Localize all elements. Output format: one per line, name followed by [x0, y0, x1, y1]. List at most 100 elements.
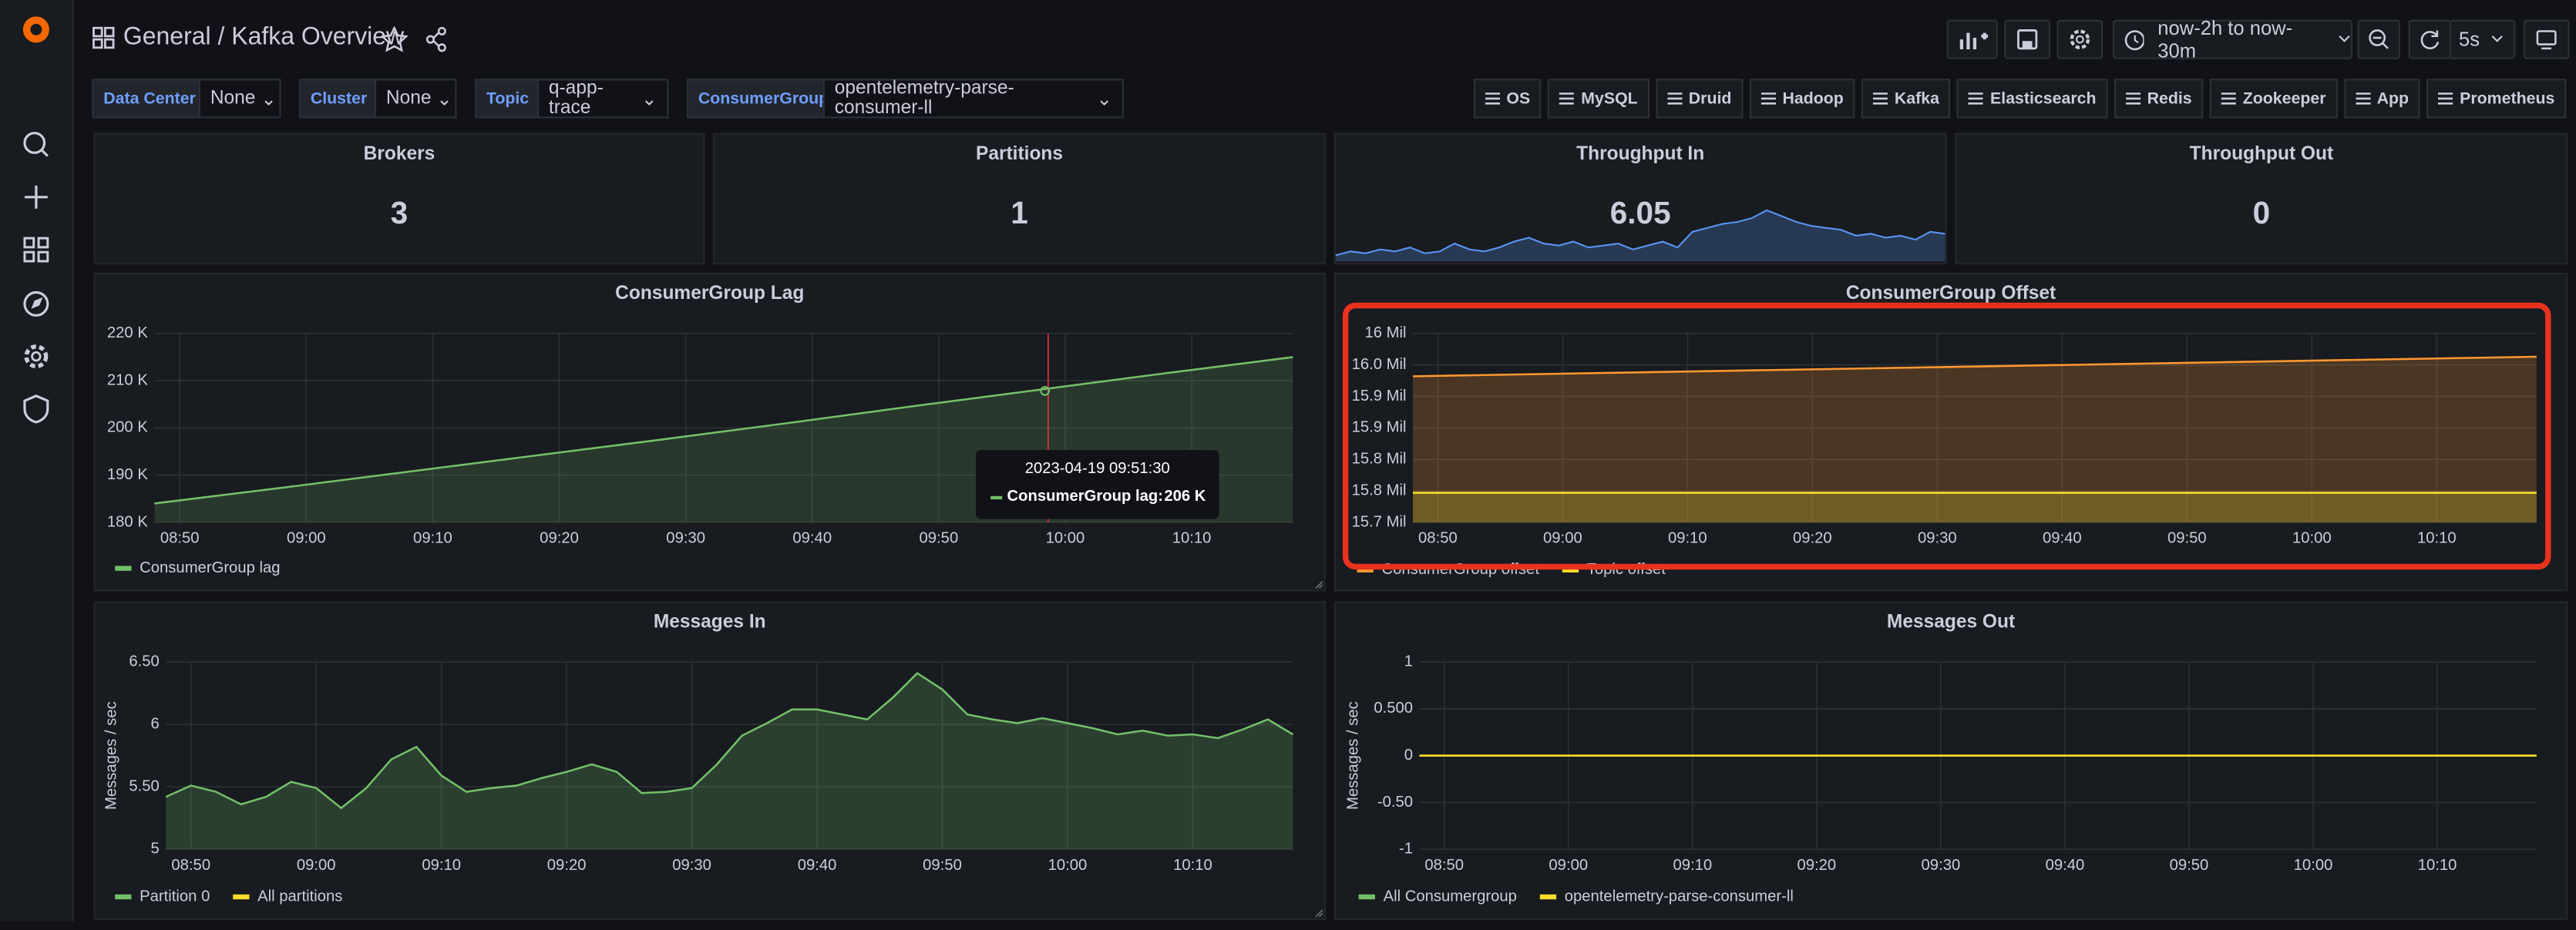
graph-panel: ConsumerGroup Lag	[93, 272, 1327, 592]
highlight-box	[1342, 302, 2551, 570]
link-text: Kafka	[1894, 89, 1939, 108]
x-tick-label: 09:50	[2167, 530, 2207, 547]
search-icon[interactable]	[23, 132, 46, 154]
stat-panel: Throughput In 6.05	[1333, 133, 1947, 265]
y-tick-label: 200 K	[107, 419, 148, 436]
refresh-interval[interactable]: 5s	[2449, 19, 2516, 59]
legend-label: All Consumergroup	[1384, 888, 1517, 905]
link-text: OS	[1506, 89, 1531, 108]
variable-value[interactable]: opentelemetry-parse-consumer-ll ⌄	[822, 79, 1124, 119]
series-line	[165, 672, 1294, 810]
dashboard-link[interactable]: App	[2343, 79, 2420, 119]
y-tick-label: 6.50	[129, 653, 159, 670]
dashboards-icon[interactable]	[23, 237, 49, 263]
stat-value: 1	[1011, 196, 1028, 232]
create-icon[interactable]	[24, 185, 48, 209]
stat-panel: Throughput Out 0	[1955, 133, 2568, 265]
x-tick-label: 09:10	[422, 857, 461, 874]
save-button[interactable]	[2004, 19, 2050, 59]
x-tick-label: 09:10	[413, 530, 452, 547]
y-tick-label: 210 K	[107, 371, 148, 388]
variable-value[interactable]: None ⌄	[374, 79, 457, 119]
panel-title: ConsumerGroup Offset	[1845, 284, 2056, 304]
hover-point	[1040, 385, 1050, 396]
tooltip-swatch	[990, 495, 1003, 499]
x-tick-label: 10:10	[1172, 530, 1212, 547]
y-axis-label: Messages / sec	[1345, 701, 1362, 810]
x-tick-label: 08:50	[1418, 530, 1458, 547]
add-panel-button[interactable]	[1946, 19, 1998, 59]
link-text: Elasticsearch	[1990, 89, 2097, 108]
series-line	[1412, 355, 2537, 378]
legend-label: ConsumerGroup lag	[140, 559, 280, 576]
y-tick-label: 0	[1404, 747, 1413, 764]
explore-icon[interactable]	[23, 290, 49, 317]
sidebar-icons	[22, 16, 49, 424]
y-tick-label: 16 Mil	[1364, 324, 1406, 341]
graph-panel: Messages In	[93, 601, 1327, 920]
settings-button[interactable]	[2056, 19, 2104, 59]
star-icon[interactable]	[381, 26, 409, 52]
variable-value[interactable]: None ⌄	[198, 79, 281, 119]
legend-swatch	[233, 894, 250, 900]
dashboard-link[interactable]: OS	[1473, 79, 1542, 119]
variable-value-text: q-app-trace	[548, 79, 604, 119]
dashboard-icon	[92, 26, 115, 49]
resize-handle	[1315, 581, 1323, 589]
tooltip-time: 2023-04-19 09:51:30	[1024, 459, 1170, 478]
variable-value[interactable]: q-app-trace ⌄	[536, 79, 669, 119]
x-tick-label: 08:50	[160, 530, 200, 547]
legend-swatch	[115, 894, 132, 900]
dashboard-link[interactable]: Prometheus	[2426, 79, 2567, 119]
link-text: Druid	[1688, 89, 1732, 108]
x-tick-label: 09:00	[1543, 530, 1582, 547]
folder-link[interactable]: General	[123, 22, 211, 52]
admin-icon[interactable]	[23, 394, 49, 424]
sparkline-area	[1335, 210, 1945, 261]
x-tick-label: 09:00	[1549, 857, 1588, 874]
x-tick-label: 10:10	[2418, 857, 2457, 874]
x-tick-label: 09:10	[1673, 857, 1712, 874]
stat-value: 6.05	[1609, 196, 1671, 232]
share-icon[interactable]	[425, 26, 446, 52]
x-tick-label: 09:40	[2046, 857, 2085, 874]
x-tick-label: 08:50	[171, 857, 210, 874]
x-tick-label: 09:00	[297, 857, 336, 874]
panel-title: Brokers	[363, 144, 435, 165]
x-tick-label: 10:00	[1048, 857, 1088, 874]
stat-value: 3	[390, 196, 409, 232]
y-tick-label: -1	[1399, 841, 1413, 858]
panel-title: ConsumerGroup Lag	[615, 284, 805, 304]
stat-panel: Partitions 1	[713, 133, 1327, 265]
y-tick-label: 15.7 Mil	[1352, 513, 1407, 530]
y-tick-label: 0.500	[1374, 700, 1413, 717]
dashboard-link[interactable]: Druid	[1656, 79, 1744, 119]
x-tick-label: 09:30	[672, 857, 711, 874]
x-tick-label: 09:20	[1797, 857, 1837, 874]
dashboard-link[interactable]: Hadoop	[1749, 79, 1855, 119]
legend-label: opentelemetry-parse-consumer-ll	[1565, 888, 1794, 905]
sidebar	[0, 0, 74, 922]
dashboard-link[interactable]: MySQL	[1548, 79, 1650, 119]
panel-title: Messages In	[653, 613, 766, 633]
dashboard-link[interactable]: Redis	[2114, 79, 2204, 119]
tv-mode-button[interactable]	[2523, 19, 2570, 59]
legend-swatch	[115, 566, 132, 571]
x-tick-label: 09:20	[547, 857, 587, 874]
x-tick-label: 09:00	[287, 530, 326, 547]
link-text: Hadoop	[1782, 89, 1844, 108]
zoom-out-button[interactable]	[2357, 19, 2400, 59]
variable-label: Topic	[474, 79, 541, 119]
dashboard-link[interactable]: Zookeeper	[2210, 79, 2338, 119]
panel-title: Partitions	[975, 144, 1064, 165]
x-tick-label: 09:50	[923, 857, 962, 874]
settings-icon[interactable]	[24, 344, 49, 369]
legend-swatch	[1539, 894, 1557, 900]
time-picker[interactable]: now-2h to now-30m	[2112, 16, 2353, 62]
x-tick-label: 09:50	[2170, 857, 2209, 874]
y-tick-label: 15.9 Mil	[1352, 419, 1407, 436]
dashboard-link[interactable]: Kafka	[1861, 79, 1951, 119]
y-tick-label: 15.8 Mil	[1352, 451, 1407, 468]
dashboard-link[interactable]: Elasticsearch	[1957, 79, 2108, 119]
